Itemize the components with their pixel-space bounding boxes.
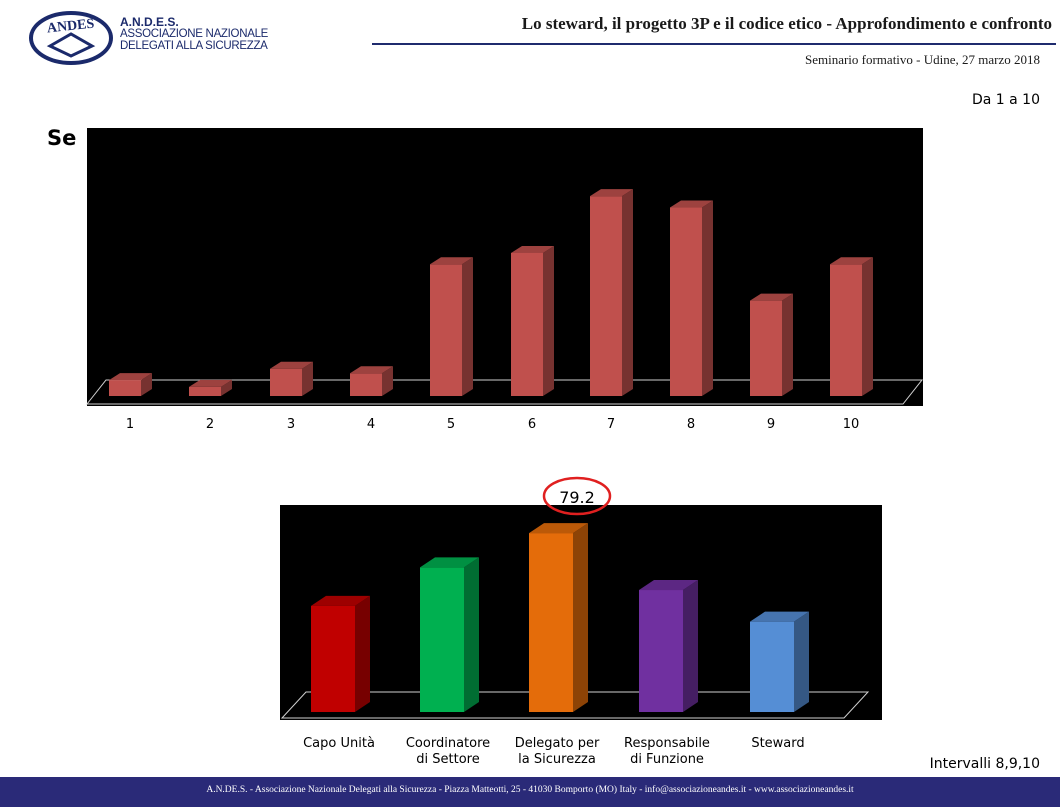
x-tick-label: 2 xyxy=(206,417,214,432)
x-tick-label: 10 xyxy=(843,417,860,432)
bar-score-9 xyxy=(750,293,793,396)
x-tick-label: 4 xyxy=(367,417,375,432)
x-tick-label: 6 xyxy=(528,417,536,432)
highlight-circle xyxy=(542,476,612,516)
org-name-line1: ASSOCIAZIONE NAZIONALE xyxy=(120,28,269,40)
interval-note: Intervalli 8,9,10 xyxy=(929,756,1040,772)
bar-score-8 xyxy=(670,200,713,396)
bar-role-3 xyxy=(529,523,588,712)
bar-score-2 xyxy=(189,379,232,396)
bar-role-4 xyxy=(639,580,698,712)
bar-score-4 xyxy=(350,366,393,396)
logo-lettering: ANDES xyxy=(46,17,95,37)
org-name-line2: DELEGATI ALLA SICUREZZA xyxy=(120,40,268,52)
footer-bar xyxy=(0,777,1060,807)
x-tick-label: 8 xyxy=(687,417,695,432)
x-tick-label: Capo Unità xyxy=(303,736,375,751)
bar-score-5 xyxy=(430,257,473,396)
slide-header-subtitle: Seminario formativo - Udine, 27 marzo 20… xyxy=(804,52,1040,67)
chart-floor xyxy=(85,379,924,405)
x-tick-label: Delegato per la Sicurezza xyxy=(515,736,600,767)
andes-logo: ANDES xyxy=(29,11,113,65)
data-label: 79.2 xyxy=(559,488,595,507)
header-divider xyxy=(372,43,1056,45)
bar-score-6 xyxy=(511,245,554,396)
bar-role-5 xyxy=(750,611,809,712)
chart-floor xyxy=(280,691,870,719)
scale-note: Da 1 a 10 xyxy=(971,92,1040,108)
bar-score-3 xyxy=(270,361,313,396)
bar-role-2 xyxy=(420,557,479,712)
bar-role-1 xyxy=(311,595,370,712)
x-tick-label: 7 xyxy=(607,417,615,432)
x-tick-label: 3 xyxy=(287,417,295,432)
org-name: A.N.D.E.S. ASSOCIAZIONE NAZIONALE DELEGA… xyxy=(120,16,268,52)
footer-text: A.N.DE.S. - Associazione Nazionale Deleg… xyxy=(206,785,854,795)
bar-score-7 xyxy=(590,189,633,396)
x-tick-label: Steward xyxy=(751,736,804,751)
bar-score-10 xyxy=(830,257,873,396)
x-tick-label: 9 xyxy=(767,417,775,432)
org-short-name: A.N.D.E.S. xyxy=(120,15,179,29)
x-tick-label: 5 xyxy=(447,417,455,432)
x-tick-label: Responsabile di Funzione xyxy=(624,736,710,767)
section-title: Se xyxy=(47,126,77,150)
x-tick-label: 1 xyxy=(126,417,134,432)
slide-header-title: Lo steward, il progetto 3P e il codice e… xyxy=(521,14,1052,33)
x-tick-label: Coordinatore di Settore xyxy=(406,736,490,767)
bar-score-1 xyxy=(109,373,152,396)
